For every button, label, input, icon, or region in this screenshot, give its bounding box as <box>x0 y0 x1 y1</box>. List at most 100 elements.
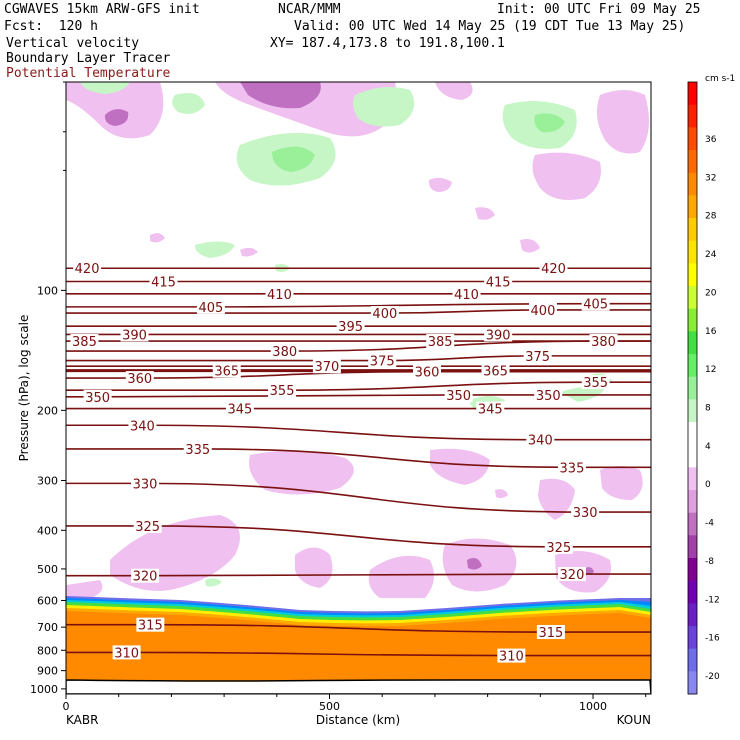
downdraft-region <box>600 466 643 500</box>
colorbar-tick-label: -16 <box>705 634 720 644</box>
theta-contour-line <box>66 482 651 513</box>
colorbar-tick-label: 36 <box>705 135 717 145</box>
colorbar-swatch <box>688 399 697 423</box>
updraft-region <box>172 92 205 114</box>
theta-label-background <box>452 286 481 301</box>
theta-contour-label: 415 <box>151 275 176 290</box>
theta-label-background <box>413 364 442 379</box>
colorbar-swatch <box>688 376 697 400</box>
theta-contour-label: 325 <box>135 520 160 535</box>
theta-label-background <box>523 348 552 363</box>
right-endpoint-label: KOUN <box>617 713 651 727</box>
colorbar-units: cm s-1 <box>705 74 735 84</box>
theta-label-background <box>497 648 526 663</box>
colorbar-swatch <box>688 82 697 106</box>
x-tick-label: 500 <box>319 700 340 713</box>
theta-label-background <box>70 334 99 349</box>
theta-label-background <box>571 505 600 520</box>
downdraft-region <box>596 90 649 154</box>
theta-contour-line <box>66 355 651 362</box>
theta-label-background <box>544 539 573 554</box>
model-title: CGWAVES 15km ARW-GFS init <box>4 2 200 17</box>
theta-label-background <box>557 567 586 582</box>
theta-contour-label: 400 <box>372 307 397 322</box>
colorbar-swatch <box>688 467 697 491</box>
theta-label-background <box>133 518 162 533</box>
theta-contour-label: 395 <box>338 320 363 335</box>
theta-label-background <box>557 460 586 475</box>
theta-contour-label: 405 <box>199 301 224 316</box>
x-axis: 0 500 1000 <box>63 694 647 713</box>
theta-contour-label: 355 <box>583 376 608 391</box>
colorbar-swatch <box>688 172 697 196</box>
theta-label-background <box>426 334 455 349</box>
colorbar-swatch <box>688 558 697 582</box>
theta-label-background <box>484 327 513 342</box>
colorbar-swatch <box>688 104 697 128</box>
init-time: Init: 00 UTC Fri 09 May 25 <box>497 2 701 17</box>
y-tick-label: 900 <box>37 665 58 678</box>
theta-label-background <box>265 286 294 301</box>
theta-label-background <box>136 617 165 632</box>
updraft-region <box>205 578 222 587</box>
y-tick-label: 800 <box>37 644 58 657</box>
theta-label-background <box>268 383 297 398</box>
theta-label-background <box>83 389 112 404</box>
theta-label-background <box>225 401 254 416</box>
downdraft-region <box>150 233 165 243</box>
downdraft-region <box>538 478 575 520</box>
theta-contour-label: 410 <box>454 288 479 303</box>
colorbar-swatch <box>688 263 697 287</box>
theta-contour-label: 385 <box>428 335 453 350</box>
y-tick-label: 1000 <box>30 683 58 696</box>
theta-label-background <box>539 261 568 276</box>
theta-contour-label: 370 <box>314 360 339 375</box>
theta-label-background <box>120 327 149 342</box>
downdraft-region <box>532 152 601 201</box>
colorbar-swatch <box>688 512 697 536</box>
theta-label-background <box>581 375 610 390</box>
y-tick-label: 200 <box>37 404 58 417</box>
theta-contour-label: 400 <box>531 304 556 319</box>
downdraft-region <box>475 207 495 220</box>
theta-contour-line <box>66 424 651 441</box>
theta-contour-label: 415 <box>486 275 511 290</box>
theta-contour-label: 345 <box>478 403 503 418</box>
downdraft-region <box>430 448 490 485</box>
colorbar-swatch <box>688 195 697 219</box>
theta-contour-label: 350 <box>85 391 110 406</box>
theta-contour-label: 360 <box>415 366 440 381</box>
theta-label-background <box>312 359 341 374</box>
theta-contour-label: 310 <box>114 646 139 661</box>
theta-label-background <box>536 625 565 640</box>
field-potential-temperature: Potential Temperature <box>6 66 171 81</box>
updraft-core <box>534 113 565 133</box>
theta-contour-label: 335 <box>560 461 585 476</box>
forecast-hour: Fcst: 120 h <box>4 19 98 34</box>
colorbar-swatch <box>688 603 697 627</box>
theta-contour-labels: 420 420 415 415 410 410 405 405 400 400 395 390 390 3… <box>70 261 618 665</box>
theta-label-background <box>196 299 225 314</box>
theta-contour-line <box>66 525 651 548</box>
colorbar-swatch <box>688 286 697 310</box>
colorbar-tick-label: -20 <box>705 672 720 682</box>
colorbar-tick-label: 8 <box>705 404 711 414</box>
downdraft-region <box>428 177 452 192</box>
theta-contour-label: 350 <box>446 389 471 404</box>
theta-contour-label: 420 <box>75 262 100 277</box>
field-boundary-layer-tracer: Boundary Layer Tracer <box>6 51 171 66</box>
theta-contour-line <box>66 370 651 379</box>
theta-contour-label: 340 <box>528 434 553 449</box>
colorbar-tick-label: 32 <box>705 173 716 183</box>
theta-contour-line <box>66 623 651 633</box>
colorbar-swatch <box>688 671 697 695</box>
colorbar-tick-label: 0 <box>705 480 711 490</box>
y-tick-label: 500 <box>37 563 58 576</box>
theta-contour-label: 355 <box>270 384 295 399</box>
theta-contour-line <box>66 573 651 577</box>
updraft-region <box>194 241 235 258</box>
theta-label-background <box>484 274 513 289</box>
theta-label-background <box>589 334 618 349</box>
theta-label-background <box>534 387 563 402</box>
